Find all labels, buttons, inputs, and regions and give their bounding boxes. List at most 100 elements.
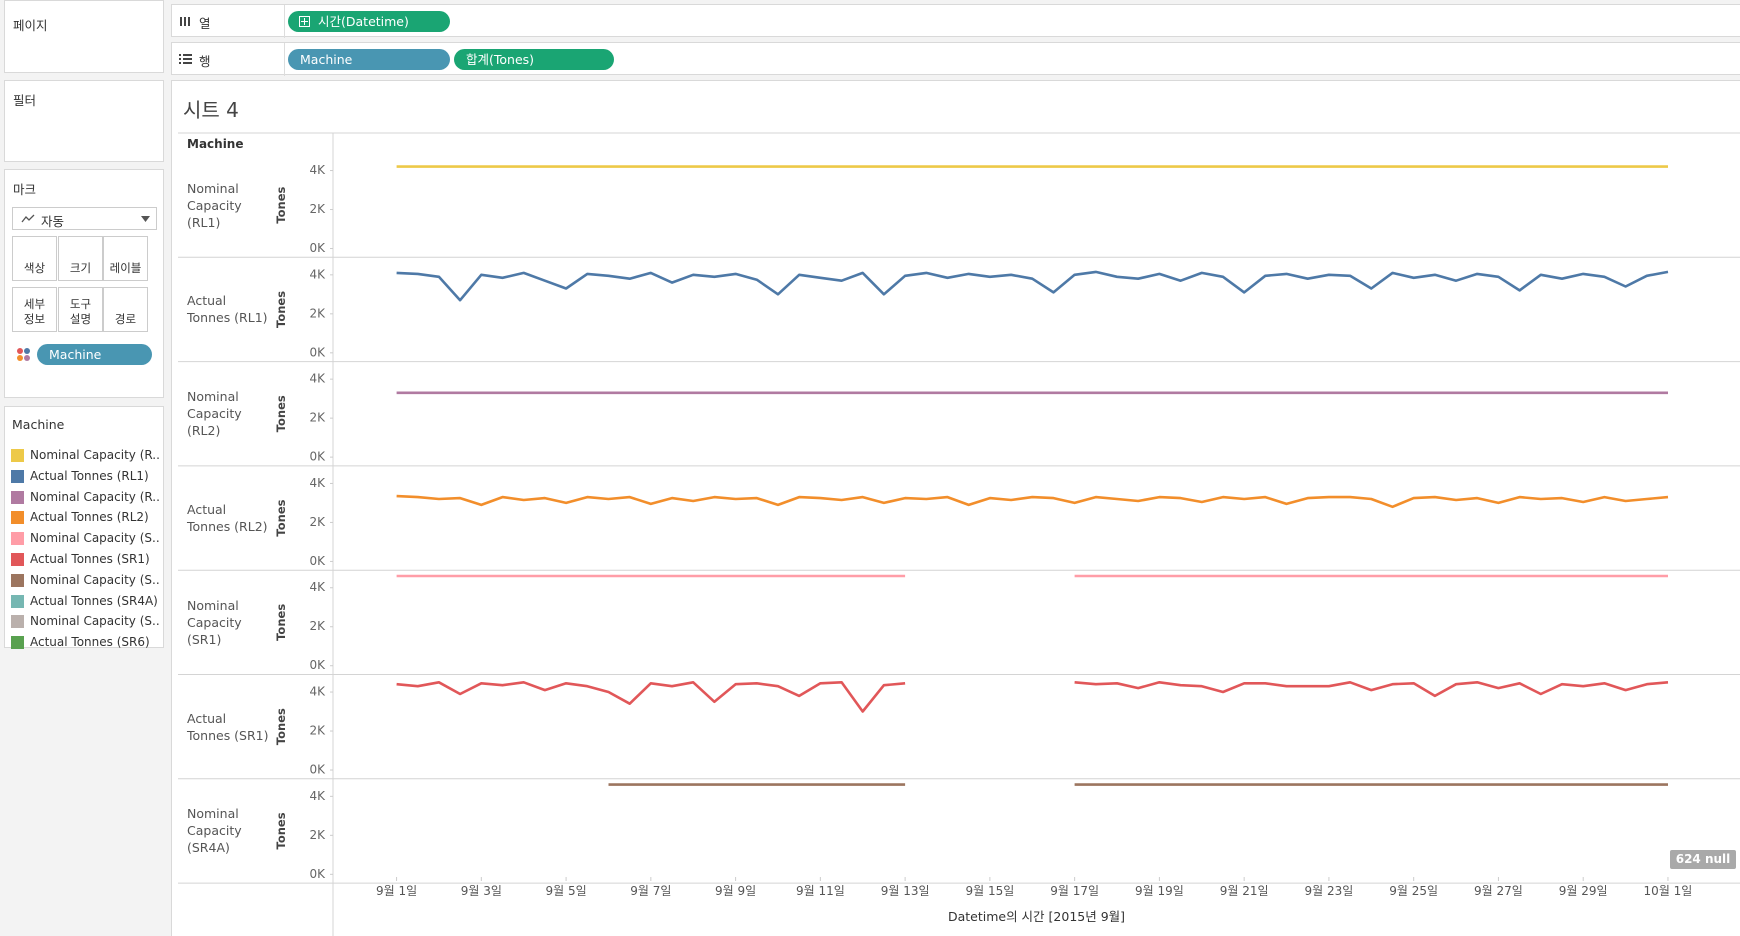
y-tick-label: 0K — [309, 241, 326, 255]
legend-item[interactable]: Nominal Capacity (S.. — [9, 613, 160, 631]
legend-swatch — [11, 553, 24, 566]
null-indicator[interactable]: 624 null — [1670, 850, 1736, 869]
mark-button[interactable]: 크기 — [58, 236, 103, 281]
filters-card: 필터 — [4, 80, 164, 162]
legend-item[interactable]: Actual Tonnes (SR6) — [9, 634, 159, 652]
y-tick-label: 0K — [309, 554, 326, 568]
x-tick-label: 9월 9일 — [715, 884, 756, 898]
series-line — [396, 270, 1669, 302]
legend-title: Machine — [12, 417, 65, 432]
row-pill[interactable]: 합계(Tones) — [454, 49, 614, 70]
mark-button[interactable]: 도구 설명 — [58, 287, 103, 332]
row-header: Nominal Capacity (SR4A) — [187, 806, 242, 856]
x-tick-label: 9월 1일 — [376, 884, 417, 898]
pages-title: 페이지 — [13, 18, 48, 33]
y-tick-label: 4K — [309, 267, 326, 281]
rows-icon — [179, 54, 192, 64]
y-tick-label: 2K — [309, 619, 326, 633]
series-line — [396, 494, 1669, 509]
legend-item[interactable]: Nominal Capacity (R.. — [9, 447, 160, 465]
mark-button-label: 도구 설명 — [69, 297, 92, 326]
legend-swatch — [11, 573, 24, 587]
color-icon — [17, 348, 31, 362]
pill-icon — [299, 16, 310, 27]
shelf-divider — [284, 43, 285, 76]
mark-button[interactable]: 색상 — [12, 236, 57, 281]
row-pill-text: Machine — [300, 52, 353, 67]
legend-item[interactable]: Actual Tonnes (SR1) — [9, 551, 159, 569]
y-axis-title: Tones — [274, 812, 288, 849]
mark-pill[interactable]: Machine — [37, 344, 152, 365]
legend-swatch — [11, 469, 24, 483]
y-axis-title: Tones — [274, 291, 288, 328]
legend-label: Actual Tonnes (SR4A) — [30, 593, 158, 608]
legend-label: Actual Tonnes (RL1) — [30, 468, 149, 483]
x-tick-label: 9월 27일 — [1474, 884, 1523, 898]
legend-swatch — [11, 615, 24, 629]
legend-item[interactable]: Nominal Capacity (S.. — [9, 530, 160, 548]
legend-swatch — [11, 449, 24, 462]
x-tick-label: 9월 17일 — [1050, 884, 1099, 898]
y-tick-label: 0K — [309, 763, 326, 777]
mark-button[interactable]: 경로 — [103, 287, 148, 332]
series-line — [396, 681, 1669, 713]
y-tick-label: 4K — [309, 372, 326, 386]
dot — [24, 355, 30, 361]
row-header-cell: Actual Tonnes (RL2) — [187, 466, 271, 570]
column-pill[interactable]: 시간(Datetime) — [288, 11, 450, 32]
x-axis-title: Datetime의 시간 [2015년 9월] — [948, 909, 1125, 924]
y-tick-label: 4K — [309, 685, 326, 699]
dot — [24, 348, 30, 354]
legend-item[interactable]: Nominal Capacity (S.. — [9, 572, 160, 590]
legend-label: Actual Tonnes (SR6) — [30, 635, 150, 650]
y-tick-label: 4K — [309, 789, 326, 803]
shelf-divider — [284, 5, 285, 38]
row-header-cell: Actual Tonnes (SR1) — [187, 675, 271, 779]
marks-title: 마크 — [13, 182, 37, 197]
y-tick-label: 4K — [309, 580, 326, 594]
row-header-cell: Nominal Capacity (SR4A) — [187, 779, 271, 883]
y-tick-label: 2K — [309, 202, 326, 216]
legend-swatch — [11, 532, 24, 546]
mark-button-label: 레이블 — [109, 261, 142, 275]
legend-item[interactable]: Actual Tonnes (RL2) — [9, 509, 159, 527]
legend-swatch — [11, 594, 24, 608]
legend-swatch — [11, 636, 24, 650]
legend-label: Nominal Capacity (R.. — [30, 448, 160, 462]
y-axis-title: Tones — [274, 395, 288, 432]
legend-label: Nominal Capacity (S.. — [30, 572, 160, 587]
x-tick-label: 9월 13일 — [881, 884, 930, 898]
x-tick-label: 9월 25일 — [1389, 884, 1438, 898]
dropdown-arrow — [141, 216, 150, 222]
legend-swatch — [11, 490, 24, 504]
row-header-cell: Nominal Capacity (RL1) — [187, 153, 271, 257]
row-pill-text: 합계(Tones) — [466, 52, 535, 67]
y-tick-label: 2K — [309, 306, 326, 320]
mark-type: 자동 — [41, 214, 65, 229]
mark-button[interactable]: 세부 정보 — [12, 287, 57, 332]
x-tick-label: 9월 7일 — [630, 884, 671, 898]
mark-button-label: 경로 — [114, 312, 137, 326]
columns-label: 열 — [199, 16, 211, 31]
columns-shelf: 열 시간(Datetime) — [171, 4, 1740, 38]
mark-button-label: 세부 정보 — [23, 297, 46, 326]
y-axis-title: Tones — [274, 186, 288, 223]
legend-item[interactable]: Nominal Capacity (R.. — [9, 489, 160, 507]
legend-item[interactable]: Actual Tonnes (SR4A) — [9, 593, 159, 611]
row-pill[interactable]: Machine — [288, 49, 450, 70]
legend-item[interactable]: Actual Tonnes (RL1) — [9, 468, 159, 486]
mark-button[interactable]: 레이블 — [103, 236, 148, 281]
mark-type-dropdown[interactable]: 자동 — [12, 207, 157, 230]
sheet-area — [171, 80, 1740, 936]
legend-label: Actual Tonnes (RL2) — [30, 510, 149, 525]
y-tick-label: 2K — [309, 828, 326, 842]
row-header: Nominal Capacity (RL2) — [187, 389, 242, 439]
y-tick-label: 0K — [309, 658, 326, 672]
y-axis-title: Tones — [274, 708, 288, 745]
legend-label: Nominal Capacity (S.. — [30, 614, 160, 629]
x-tick-label: 9월 15일 — [965, 884, 1014, 898]
dot — [17, 348, 23, 354]
y-tick-label: 0K — [309, 450, 326, 464]
filters-title: 필터 — [13, 93, 37, 108]
